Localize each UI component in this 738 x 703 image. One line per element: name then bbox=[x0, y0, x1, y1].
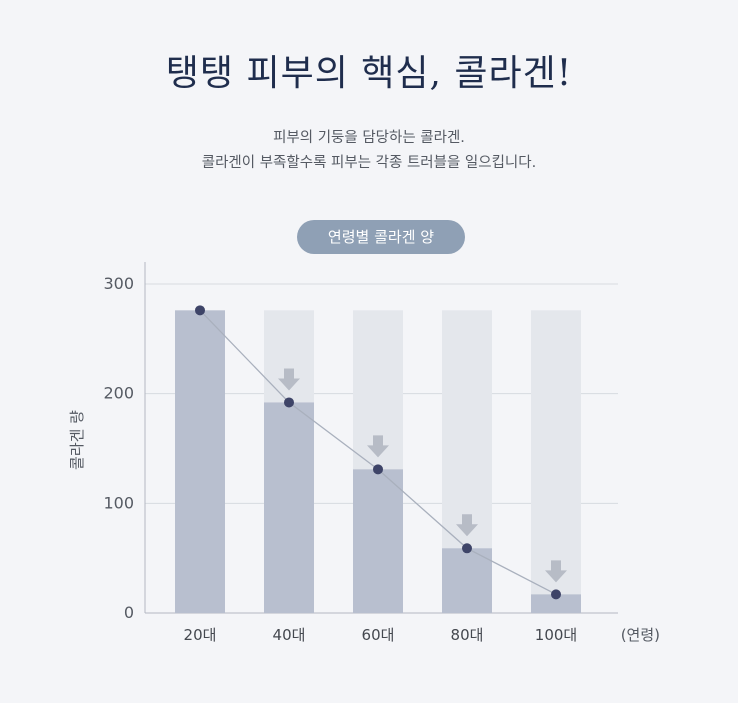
data-point bbox=[373, 464, 383, 475]
decline-arrow-icon bbox=[278, 368, 300, 391]
y-tick-label: 200 bbox=[103, 384, 134, 403]
x-tick-label: 20대 bbox=[184, 626, 217, 644]
chart-title-pill: 연령별 콜라겐 양 bbox=[297, 220, 465, 254]
y-tick-label: 0 bbox=[124, 603, 134, 622]
description-line-1: 피부의 기둥을 담당하는 콜라겐. bbox=[273, 130, 465, 146]
bar bbox=[175, 310, 225, 613]
x-tick-label: 60대 bbox=[362, 626, 395, 644]
bar bbox=[353, 469, 403, 613]
y-tick-label: 100 bbox=[103, 493, 134, 512]
decline-arrow-icon bbox=[367, 435, 389, 458]
x-axis-label: (연령) bbox=[621, 626, 660, 644]
data-point bbox=[195, 305, 205, 316]
page-headline: 탱탱 피부의 핵심, 콜라겐! bbox=[165, 53, 573, 94]
decline-arrow-icon bbox=[456, 514, 478, 537]
data-point bbox=[462, 543, 472, 554]
data-point bbox=[551, 589, 561, 600]
bar bbox=[531, 594, 581, 613]
description-line-2: 콜라겐이 부족할수록 피부는 각종 트러블을 일으킵니다. bbox=[201, 155, 537, 171]
y-tick-label: 300 bbox=[103, 274, 134, 293]
x-tick-label: 40대 bbox=[273, 626, 306, 644]
x-tick-label: 80대 bbox=[451, 626, 484, 644]
bar bbox=[264, 402, 314, 613]
decline-arrow-icon bbox=[545, 560, 567, 583]
data-point bbox=[284, 397, 294, 408]
x-tick-label: 100대 bbox=[535, 626, 577, 644]
description: 피부의 기둥을 담당하는 콜라겐. 콜라겐이 부족할수록 피부는 각종 트러블을… bbox=[0, 126, 738, 176]
bar bbox=[442, 548, 492, 613]
y-axis-label: 콜라겐 량 bbox=[68, 410, 86, 470]
